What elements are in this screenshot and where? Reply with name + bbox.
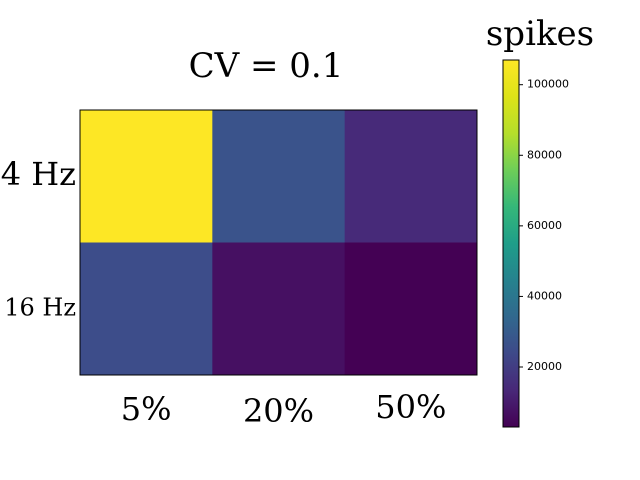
- row-labels: 4 Hz 16 Hz: [1, 155, 76, 322]
- colorbar-tick-label: 80000: [527, 148, 562, 161]
- heatmap-cell: [344, 110, 478, 243]
- colorbar-label: spikes: [486, 14, 594, 54]
- heatmap-cell: [212, 110, 346, 243]
- colorbar-tick-label: 40000: [527, 289, 562, 302]
- column-label: 5%: [121, 390, 172, 428]
- heatmap-cell: [212, 242, 346, 376]
- colorbar-tick-label: 20000: [527, 360, 562, 373]
- heatmap-cells: [80, 110, 478, 376]
- row-label: 4 Hz: [1, 155, 76, 193]
- chart-title: CV = 0.1: [189, 46, 344, 86]
- colorbar-ticks: 20000 40000 60000 80000 100000: [519, 78, 569, 373]
- column-labels: 5% 20% 50%: [121, 388, 447, 430]
- column-label: 20%: [243, 392, 314, 430]
- colorbar-tick-label: 60000: [527, 219, 562, 232]
- heatmap-cell: [344, 242, 478, 376]
- row-label: 16 Hz: [4, 293, 76, 321]
- heatmap-frame: [79, 109, 478, 376]
- colorbar: [502, 59, 520, 428]
- heatmap-cell: [80, 242, 213, 376]
- heatmap-cell: [80, 110, 213, 243]
- colorbar-tick-label: 100000: [527, 78, 569, 91]
- column-label: 50%: [375, 388, 446, 426]
